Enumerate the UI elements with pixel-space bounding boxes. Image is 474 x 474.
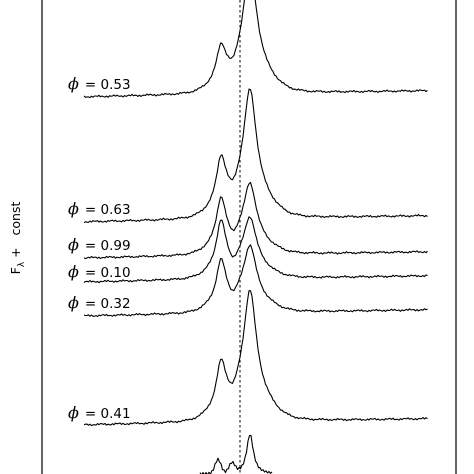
phase-symbol: ϕ — [68, 293, 79, 312]
spectrum-trace-partial — [199, 434, 273, 474]
spectrum-trace — [83, 0, 428, 99]
phase-label: ϕ = 0.32 — [68, 293, 131, 312]
phase-value: = 0.32 — [85, 296, 131, 312]
phase-label: ϕ = 0.99 — [68, 235, 131, 254]
phase-value: = 0.63 — [85, 202, 131, 218]
y-axis-label-const: + const — [8, 202, 23, 262]
phase-label: ϕ = 0.41 — [68, 403, 131, 422]
phase-value: = 0.99 — [85, 238, 131, 254]
phase-label: ϕ = 0.53 — [68, 74, 131, 93]
phase-value: = 0.10 — [85, 265, 131, 281]
spectra-traces — [83, 0, 428, 474]
phase-symbol: ϕ — [68, 262, 79, 281]
spectrum-trace — [83, 216, 428, 284]
phase-symbol: ϕ — [68, 74, 79, 93]
y-axis-label-flux: F — [8, 267, 23, 274]
phase-label: ϕ = 0.10 — [68, 262, 131, 281]
y-axis-label: Fλ + const — [8, 202, 27, 275]
spectrum-trace — [83, 88, 428, 224]
phase-label: ϕ = 0.63 — [68, 199, 131, 218]
plot-frame — [41, 0, 457, 474]
phase-symbol: ϕ — [68, 403, 79, 422]
phase-value: = 0.41 — [85, 406, 131, 422]
y-axis-label-subscript: λ — [17, 261, 27, 267]
spectrum-trace — [83, 244, 428, 318]
phase-value: = 0.53 — [85, 77, 131, 93]
phase-labels: ϕ = 0.53 ϕ = 0.63 ϕ = 0.99 ϕ = 0.10 ϕ = 0.32 ϕ = 0.… — [68, 74, 131, 422]
phase-symbol: ϕ — [68, 199, 79, 218]
spectrum-trace — [83, 181, 428, 260]
spectrum-trace — [83, 290, 428, 427]
phase-symbol: ϕ — [68, 235, 79, 254]
